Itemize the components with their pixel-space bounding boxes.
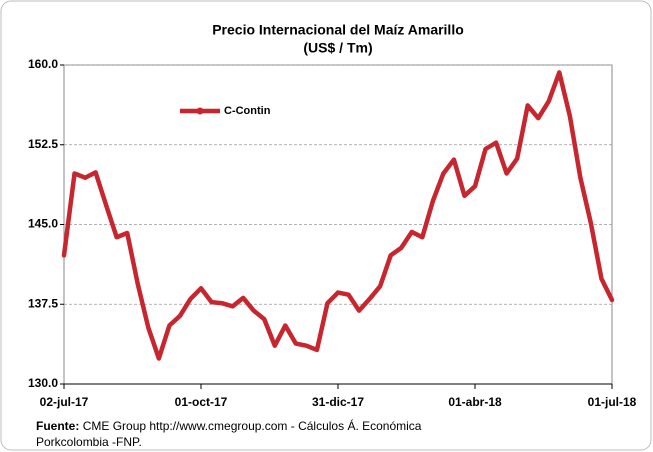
source-label: Fuente: <box>36 419 79 433</box>
legend-marker <box>196 107 204 115</box>
y-tick-label: 160.0 <box>28 57 58 71</box>
source-text: Porkcolombia -FNP. <box>36 435 142 449</box>
y-tick-label: 137.5 <box>28 296 58 310</box>
chart-title: Precio Internacional del Maíz Amarillo <box>212 22 464 38</box>
x-tick-label: 01-abr-18 <box>448 395 502 409</box>
source-text: CME Group http://www.cmegroup.com - Cálc… <box>83 418 422 433</box>
y-tick-label: 152.5 <box>28 137 58 151</box>
y-tick-label: 130.0 <box>28 376 58 390</box>
x-tick-label: 01-jul-18 <box>588 395 637 409</box>
line-series <box>61 70 615 361</box>
source-note: Fuente: CME Group http://www.cmegroup.co… <box>36 418 422 433</box>
x-tick-label: 02-jul-17 <box>40 395 89 409</box>
y-tick-label: 145.0 <box>28 217 58 231</box>
legend-label: C-Contin <box>224 105 271 117</box>
x-tick-label: 01-oct-17 <box>175 395 228 409</box>
chart-subtitle: (US$ / Tm) <box>303 40 372 56</box>
x-tick-label: 31-dic-17 <box>312 395 364 409</box>
